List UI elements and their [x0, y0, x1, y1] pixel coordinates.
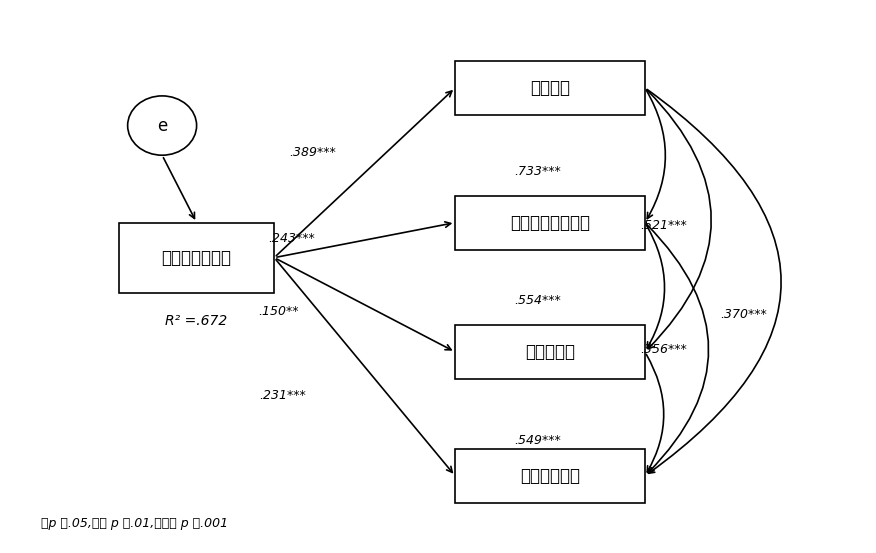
Text: 弾力性（反発力）: 弾力性（反発力） — [510, 213, 590, 232]
Text: .150**: .150** — [258, 305, 299, 318]
Text: R² =.672: R² =.672 — [166, 314, 228, 328]
FancyBboxPatch shape — [119, 223, 274, 293]
FancyBboxPatch shape — [456, 325, 645, 379]
Text: .733***: .733*** — [513, 165, 561, 178]
Ellipse shape — [128, 96, 196, 155]
Text: e: e — [157, 117, 167, 134]
Text: .356***: .356*** — [640, 343, 688, 356]
Text: 沈み込み: 沈み込み — [530, 79, 570, 97]
Text: 全体的な寝心地: 全体的な寝心地 — [161, 249, 231, 267]
FancyBboxPatch shape — [456, 196, 645, 249]
Text: .370***: .370*** — [721, 307, 767, 321]
FancyBboxPatch shape — [456, 61, 645, 115]
Text: .554***: .554*** — [513, 294, 561, 307]
Text: .549***: .549*** — [513, 435, 561, 447]
Text: .231***: .231*** — [259, 389, 307, 401]
Text: 幅（サイズ）: 幅（サイズ） — [520, 467, 580, 485]
FancyBboxPatch shape — [456, 449, 645, 503]
Text: .521***: .521*** — [640, 219, 688, 232]
Text: .243***: .243*** — [268, 232, 314, 246]
Text: あたたかさ: あたたかさ — [525, 343, 575, 361]
Text: .389***: .389*** — [290, 146, 336, 159]
Text: ＊p ＜.05,＊＊ p ＜.01,＊＊＊ p ＜.001: ＊p ＜.05,＊＊ p ＜.01,＊＊＊ p ＜.001 — [41, 517, 229, 530]
